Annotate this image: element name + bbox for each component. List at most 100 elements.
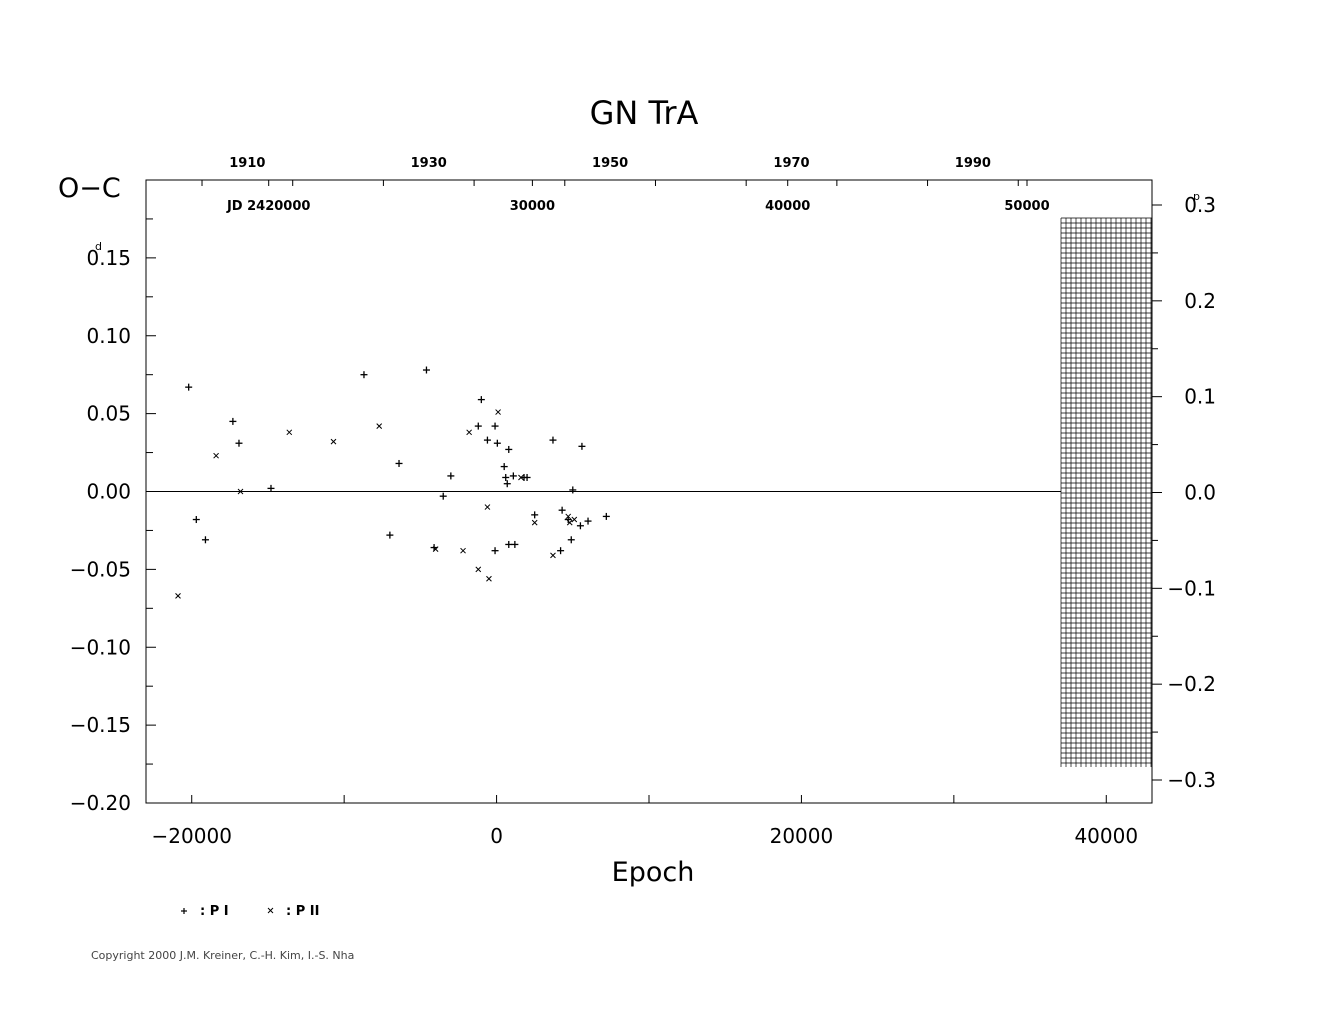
year-tick-label: 1990 bbox=[955, 156, 991, 171]
hatched-region bbox=[1060, 217, 1152, 767]
data-point-p2 bbox=[475, 566, 482, 573]
jd-tick-label: 40000 bbox=[765, 199, 810, 214]
data-point-p1 bbox=[505, 445, 513, 453]
y-tick-label: −0.10 bbox=[70, 635, 131, 659]
data-point-p1 bbox=[491, 422, 499, 430]
data-point-p1 bbox=[229, 417, 237, 425]
y-tick-label: −0.05 bbox=[70, 557, 131, 581]
y-tick-label: 0.10 bbox=[86, 324, 131, 348]
legend: : P I : P II bbox=[181, 904, 319, 919]
y-tick-label: 0.00 bbox=[86, 480, 131, 504]
data-point-p2 bbox=[213, 452, 219, 459]
data-point-p2 bbox=[376, 423, 383, 429]
data-point-p1 bbox=[511, 540, 519, 548]
data-point-p2 bbox=[550, 552, 556, 559]
data-point-p1 bbox=[567, 536, 575, 544]
data-point-p1 bbox=[395, 459, 403, 467]
right-y-tick-label: −0.3 bbox=[1167, 768, 1216, 792]
x-axis-label: Epoch bbox=[612, 857, 695, 888]
data-point-p2 bbox=[484, 504, 491, 510]
right-y-tick-label: 0.2 bbox=[1184, 289, 1216, 313]
x-tick-label: 20000 bbox=[770, 824, 834, 848]
data-point-p1 bbox=[447, 472, 455, 480]
top-jd-axis: JD 2420000 30000 40000 50000 bbox=[226, 180, 1050, 214]
copyright-notice: Copyright 2000 J.M. Kreiner, C.-H. Kim, … bbox=[91, 949, 355, 962]
right-unit-superscript: p bbox=[1193, 190, 1200, 203]
data-point-p2 bbox=[518, 474, 524, 481]
data-point-p1 bbox=[267, 484, 275, 492]
data-point-p1 bbox=[493, 439, 501, 447]
data-point-p2 bbox=[175, 592, 181, 599]
data-points bbox=[175, 366, 610, 599]
jd-tick-label: 30000 bbox=[510, 199, 555, 214]
data-point-p2 bbox=[566, 519, 573, 526]
data-point-p1 bbox=[509, 472, 517, 480]
data-point-p1 bbox=[483, 436, 491, 444]
chart-title: GN TrA bbox=[590, 94, 699, 132]
legend-plus-marker bbox=[181, 908, 187, 914]
right-y-tick-label: 0.3 bbox=[1184, 193, 1216, 217]
legend-label-p1: : P I bbox=[200, 904, 229, 919]
data-point-p1 bbox=[500, 463, 508, 471]
data-point-p1 bbox=[549, 436, 557, 444]
top-year-axis: 1910 1930 1950 1970 1990 bbox=[201, 156, 1019, 186]
data-point-p1 bbox=[477, 396, 485, 404]
data-point-p1 bbox=[474, 422, 482, 430]
data-point-p1 bbox=[564, 516, 572, 524]
right-y-tick-label: 0.0 bbox=[1184, 481, 1216, 505]
data-point-p1 bbox=[569, 486, 577, 494]
data-point-p2 bbox=[466, 429, 472, 436]
data-point-p1 bbox=[422, 366, 430, 374]
y-tick-label: −0.20 bbox=[70, 791, 131, 815]
x-tick-label: 0 bbox=[490, 824, 503, 848]
data-point-p1 bbox=[185, 383, 193, 391]
data-point-p1 bbox=[502, 473, 510, 481]
data-point-p2 bbox=[495, 409, 501, 415]
right-y-tick-label: −0.2 bbox=[1167, 672, 1216, 696]
y-tick-label: 0.05 bbox=[86, 402, 131, 426]
y-unit-superscript: d bbox=[95, 240, 102, 253]
data-point-p1 bbox=[235, 439, 243, 447]
right-y-tick-label: 0.1 bbox=[1184, 385, 1216, 409]
data-point-p2 bbox=[531, 519, 538, 526]
data-point-p1 bbox=[491, 547, 499, 555]
data-point-p1 bbox=[523, 473, 531, 481]
data-point-p2 bbox=[330, 438, 337, 445]
data-point-p1 bbox=[576, 522, 584, 530]
data-point-p1 bbox=[386, 531, 394, 539]
data-point-p1 bbox=[360, 371, 368, 379]
data-point-p1 bbox=[557, 547, 565, 555]
left-y-axis: −0.20 −0.15 −0.10 −0.05 0.00 0.05 0.10 0.15 bbox=[70, 179, 156, 815]
data-point-p2 bbox=[486, 575, 492, 582]
x-tick-label: −20000 bbox=[152, 824, 232, 848]
legend-cross-marker bbox=[267, 907, 274, 914]
data-point-p2 bbox=[460, 547, 466, 554]
y-tick-label: 0.15 bbox=[86, 246, 131, 270]
data-point-p1 bbox=[505, 540, 513, 548]
y-tick-label: −0.15 bbox=[70, 713, 131, 737]
data-point-p2 bbox=[571, 516, 578, 523]
data-point-p1 bbox=[531, 511, 539, 519]
y-axis-label: O−C bbox=[58, 173, 121, 204]
legend-label-p2: : P II bbox=[286, 904, 319, 919]
data-point-p1 bbox=[602, 512, 610, 520]
data-point-p1 bbox=[503, 480, 511, 488]
jd-tick-label: JD 2420000 bbox=[226, 199, 310, 214]
jd-tick-label: 50000 bbox=[1004, 199, 1049, 214]
bottom-x-axis: −20000 0 20000 40000 bbox=[152, 795, 1138, 848]
data-point-p1 bbox=[578, 442, 586, 450]
data-point-p2 bbox=[237, 488, 244, 495]
data-point-p2 bbox=[432, 546, 439, 552]
data-point-p2 bbox=[565, 513, 572, 520]
data-point-p1 bbox=[558, 506, 566, 514]
year-tick-label: 1930 bbox=[411, 156, 447, 171]
x-tick-label: 40000 bbox=[1074, 824, 1138, 848]
year-tick-label: 1950 bbox=[592, 156, 628, 171]
right-y-axis: −0.3 −0.2 −0.1 0.0 0.1 0.2 0.3 bbox=[1152, 193, 1216, 792]
data-point-p1 bbox=[201, 536, 209, 544]
data-point-p1 bbox=[192, 516, 200, 524]
data-point-p1 bbox=[584, 517, 592, 525]
right-y-tick-label: −0.1 bbox=[1167, 576, 1216, 600]
year-tick-label: 1910 bbox=[229, 156, 265, 171]
